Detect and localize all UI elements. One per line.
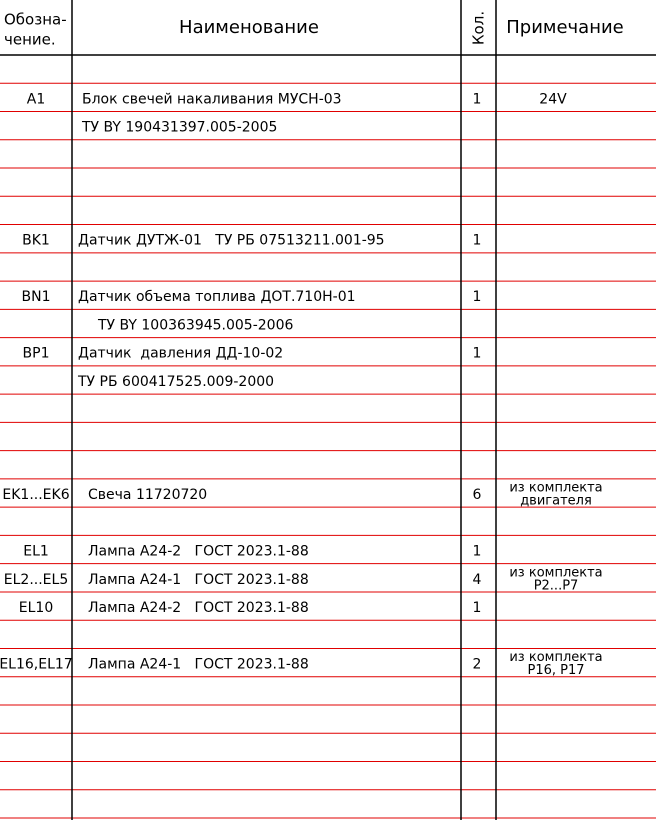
designation: EL10 xyxy=(19,600,53,616)
item-name: ТУ BY 100363945.005-2006 xyxy=(97,317,293,333)
item-name: Датчик давления ДД-10-02 xyxy=(78,346,283,362)
quantity: 1 xyxy=(473,91,482,107)
header-qty: Кол. xyxy=(470,11,488,45)
header-name: Наименование xyxy=(179,17,319,38)
quantity: 1 xyxy=(473,233,482,249)
note: из комплекта xyxy=(509,565,602,580)
item-name: Свеча 11720720 xyxy=(88,487,207,503)
designation: EL16,EL17 xyxy=(0,657,73,673)
note: из комплекта xyxy=(509,481,602,496)
item-name: Лампа А24-2 ГОСТ 2023.1-88 xyxy=(88,544,309,560)
item-name: Датчик объема топлива ДОТ.710Н-01 xyxy=(78,289,356,305)
quantity: 6 xyxy=(473,487,482,503)
designation: BP1 xyxy=(23,346,50,362)
item-name: ТУ BY 190431397.005-2005 xyxy=(81,120,277,136)
quantity: 1 xyxy=(473,289,482,305)
item-name: Лампа А24-1 ГОСТ 2023.1-88 xyxy=(88,657,309,673)
note: двигателя xyxy=(520,494,592,509)
designation: EK1...EK6 xyxy=(2,487,69,503)
item-name: Блок свечей накаливания МУСН-03 xyxy=(82,91,342,107)
designation: A1 xyxy=(27,91,45,107)
item-name: Лампа А24-1 ГОСТ 2023.1-88 xyxy=(88,572,309,588)
designation: BN1 xyxy=(22,289,51,305)
quantity: 2 xyxy=(473,657,482,673)
note: Р16, Р17 xyxy=(527,663,584,678)
designation: BK1 xyxy=(22,233,50,249)
header-note: Примечание xyxy=(506,17,624,38)
quantity: 1 xyxy=(473,346,482,362)
item-name: ТУ РБ 600417525.009-2000 xyxy=(77,374,274,390)
quantity: 1 xyxy=(473,600,482,616)
quantity: 4 xyxy=(473,572,482,588)
header-designation: Обозна- xyxy=(4,11,67,29)
item-name: Датчик ДУТЖ-01 ТУ РБ 07513211.001-95 xyxy=(78,233,385,249)
note: из комплекта xyxy=(509,650,602,665)
header-designation: чение. xyxy=(4,31,56,49)
designation: EL2...EL5 xyxy=(4,572,68,588)
note: Р2...Р7 xyxy=(534,578,579,593)
item-name: Лампа А24-2 ГОСТ 2023.1-88 xyxy=(88,600,309,616)
quantity: 1 xyxy=(473,544,482,560)
designation: EL1 xyxy=(23,544,49,560)
note: 24V xyxy=(539,91,567,107)
